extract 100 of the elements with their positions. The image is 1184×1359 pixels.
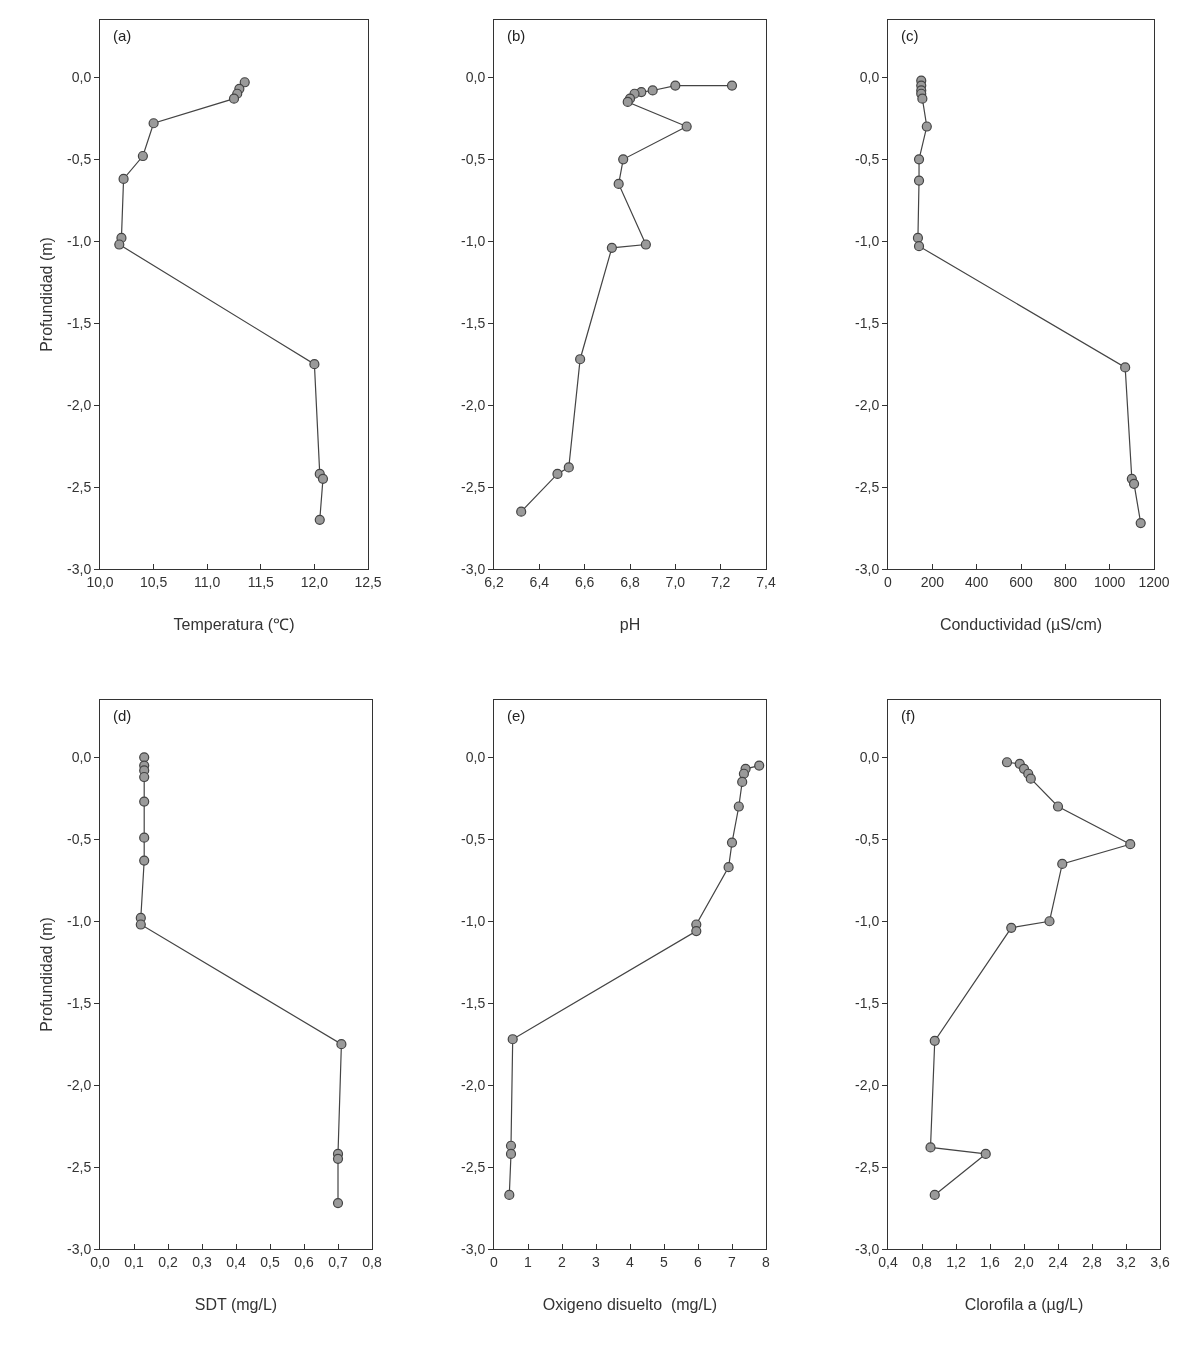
point — [1006, 922, 1017, 933]
point — [913, 241, 925, 252]
y-tick-label: 0,0 — [71, 69, 92, 86]
x-tick-label: 8 — [762, 1253, 771, 1270]
annotation: (e) — [507, 707, 526, 724]
x-tick-label: 0 — [490, 1253, 499, 1270]
x-tick-label: 0,8 — [912, 1253, 932, 1270]
y-tick-label: -2,0 — [855, 397, 880, 414]
point — [929, 1035, 940, 1046]
y-tick-label: -1,0 — [67, 233, 92, 250]
point — [118, 173, 129, 185]
point — [239, 77, 250, 88]
annotation: (a) — [113, 27, 132, 44]
x-tick-label: 800 — [1053, 573, 1078, 590]
point — [1052, 801, 1064, 812]
y-tick-label: -1,0 — [461, 233, 486, 250]
x-tick-label: 0,6 — [294, 1253, 314, 1270]
point — [980, 1148, 991, 1160]
point — [912, 232, 924, 244]
y-tick-label: -2,0 — [855, 1077, 880, 1094]
y-tick-label: -0,5 — [855, 831, 880, 848]
x-tick-label: 2,0 — [1014, 1253, 1034, 1270]
y-tick-label: -2,5 — [67, 1158, 92, 1175]
x-tick-label: 3,6 — [1150, 1253, 1170, 1270]
point — [925, 1142, 936, 1153]
point — [139, 855, 150, 866]
y-tick-label: -1,5 — [855, 995, 880, 1012]
point — [913, 175, 925, 186]
point — [505, 1148, 517, 1160]
y-tick-label: -1,5 — [461, 315, 486, 332]
x-axis-title: Temperatura (℃) — [173, 616, 295, 634]
x-tick-label: 0,8 — [362, 1253, 382, 1270]
y-tick-label: -2,0 — [67, 1077, 92, 1094]
point — [505, 1140, 517, 1151]
point — [332, 1153, 344, 1164]
x-tick-label: 1200 — [1138, 573, 1170, 590]
point — [552, 468, 563, 480]
point — [606, 242, 617, 253]
y-tick-label: -1,0 — [855, 233, 880, 250]
point — [148, 118, 159, 129]
point — [1001, 757, 1013, 768]
annotation: (f) — [901, 707, 916, 724]
point — [1044, 916, 1055, 927]
x-tick-label: 4 — [626, 1253, 635, 1270]
y-tick-label: -1,0 — [67, 913, 92, 930]
point — [681, 121, 692, 132]
point — [754, 760, 765, 771]
point — [647, 85, 658, 96]
annotation: (d) — [113, 707, 132, 724]
point — [640, 239, 651, 250]
x-tick-label: 0,5 — [260, 1253, 280, 1270]
point — [613, 178, 624, 189]
x-tick-label: 3,2 — [1116, 1253, 1136, 1270]
x-axis-title: SDT (mg/L) — [194, 1296, 278, 1314]
x-tick-label: 0,4 — [226, 1253, 246, 1270]
point — [504, 1189, 515, 1201]
y-tick-label: -0,5 — [67, 151, 92, 168]
x-tick-label: 2,8 — [1082, 1253, 1102, 1270]
point — [139, 752, 150, 763]
point — [1125, 839, 1136, 850]
point — [733, 801, 744, 812]
x-tick-label: 7,2 — [710, 573, 731, 590]
x-axis-title: Clorofila a (µg/L) — [964, 1296, 1084, 1314]
point — [137, 150, 148, 162]
x-tick-label: 6,8 — [620, 573, 640, 590]
x-tick-label: 0,3 — [192, 1253, 212, 1270]
x-tick-label: 0,4 — [878, 1253, 898, 1270]
y-tick-label: -0,5 — [855, 151, 880, 168]
y-tick-label: -1,5 — [855, 315, 880, 332]
x-tick-label: 0,2 — [158, 1253, 178, 1270]
x-tick-label: 11,0 — [194, 573, 221, 590]
x-tick-label: 5 — [660, 1253, 669, 1270]
y-tick-label: -0,5 — [461, 831, 486, 848]
point — [314, 514, 325, 525]
x-tick-label: 1000 — [1094, 573, 1126, 590]
point — [1025, 773, 1036, 784]
point — [516, 506, 527, 517]
x-tick-label: 1,6 — [980, 1253, 1000, 1270]
x-tick-label: 1 — [524, 1253, 533, 1270]
point — [563, 462, 574, 473]
x-tick-label: 12,0 — [300, 573, 329, 590]
y-tick-label: 0,0 — [71, 749, 92, 766]
point — [575, 354, 586, 365]
x-axis-title: Oxigeno disuelto (mg/L) — [542, 1296, 718, 1314]
point — [317, 473, 329, 484]
y-axis-title: Profundidad (m) — [37, 917, 55, 1032]
y-tick-label: -2,0 — [461, 397, 486, 414]
x-tick-label: 0,1 — [124, 1253, 144, 1270]
point — [738, 768, 749, 779]
point — [723, 862, 734, 873]
point — [737, 776, 748, 788]
annotation: (b) — [507, 27, 526, 44]
x-tick-label: 11,5 — [247, 573, 275, 590]
x-tick-label: 200 — [920, 573, 945, 590]
point — [913, 154, 925, 165]
point — [622, 96, 633, 108]
y-tick-label: -2,0 — [461, 1077, 486, 1094]
y-tick-label: -2,5 — [67, 478, 92, 495]
x-tick-label: 0 — [884, 573, 893, 590]
y-tick-label: -0,5 — [461, 151, 486, 168]
